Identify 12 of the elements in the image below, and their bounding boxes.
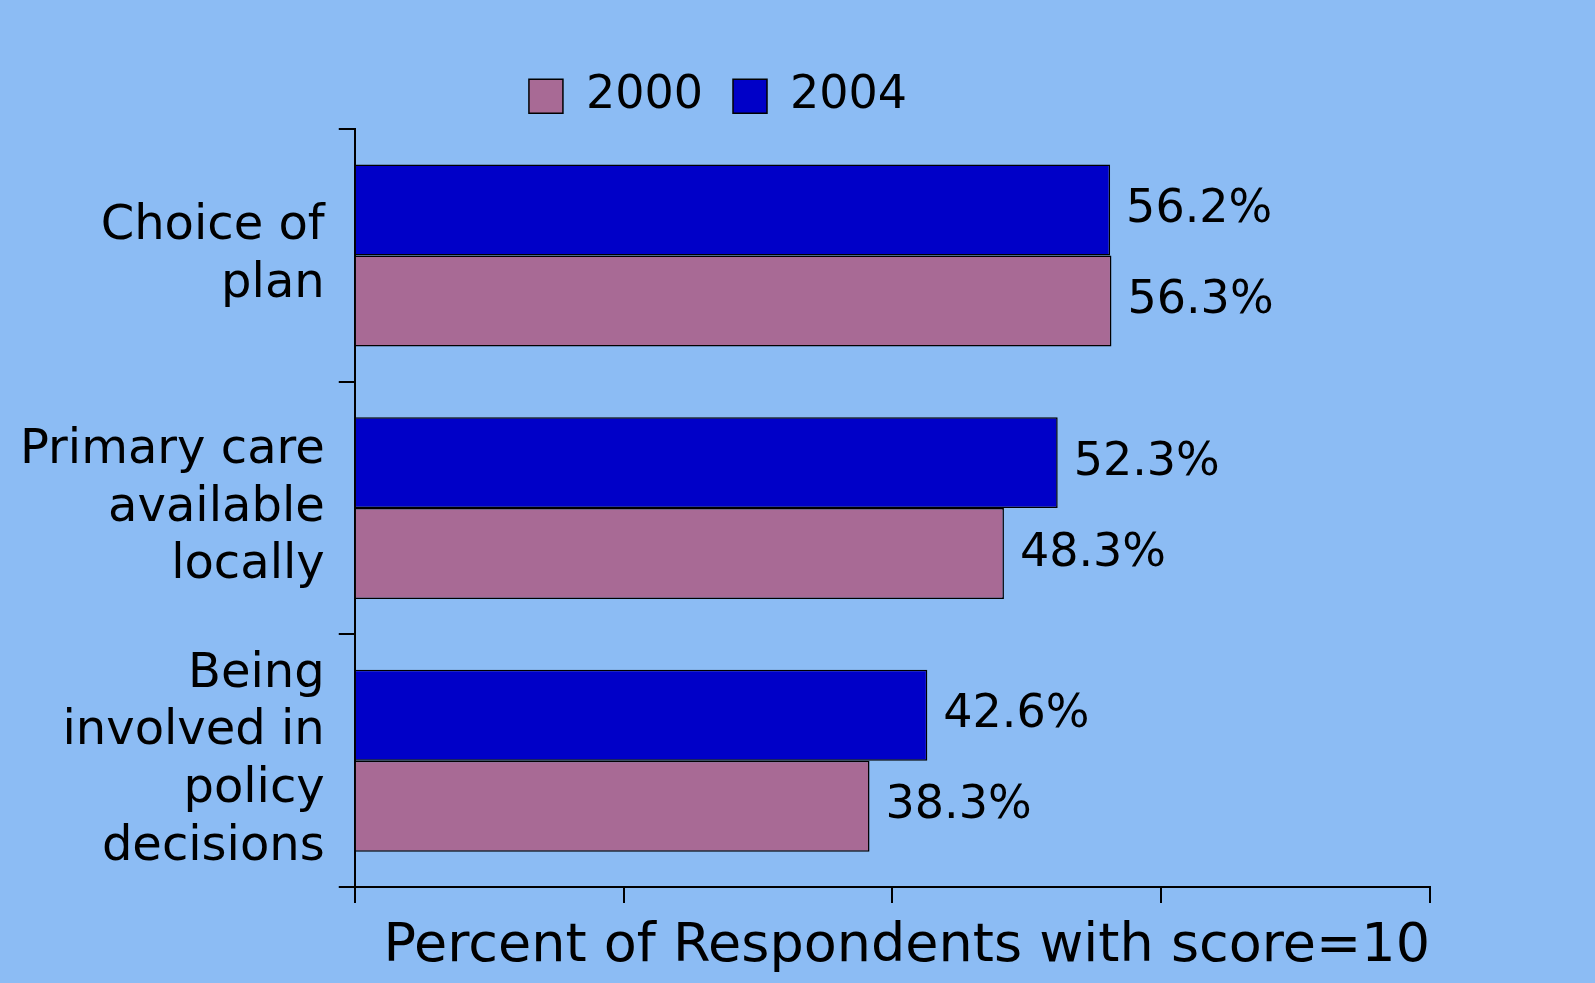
legend-label: 2004 <box>790 65 908 120</box>
y-tick-label: Choice of plan <box>100 194 326 308</box>
data-label: 42.6% <box>943 684 1090 739</box>
x-axis-title: Percent of Respondents with score=10 <box>383 910 1430 974</box>
y-tick-label: Being involved in policy decisions <box>62 641 325 871</box>
y-tick-label: Primary care available locally <box>19 417 325 590</box>
legend-label: 2000 <box>585 65 704 120</box>
data-label: 56.2% <box>1126 178 1273 233</box>
data-label: 38.3% <box>885 775 1032 830</box>
data-label: 48.3% <box>1019 522 1167 577</box>
data-label: 52.3% <box>1073 431 1220 486</box>
data-label: 56.3% <box>1127 269 1274 324</box>
